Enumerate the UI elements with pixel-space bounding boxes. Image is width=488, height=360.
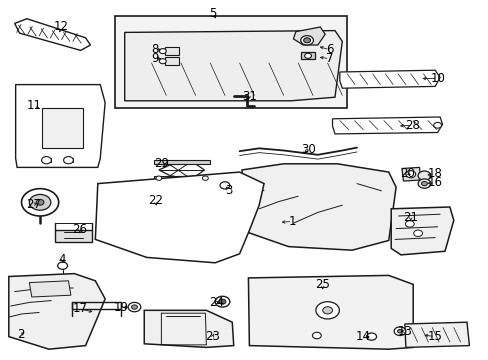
Polygon shape [144, 310, 233, 347]
Text: 21: 21 [403, 211, 417, 224]
Circle shape [159, 59, 166, 64]
Circle shape [21, 189, 59, 216]
Circle shape [393, 327, 405, 336]
Bar [115, 16, 346, 108]
Polygon shape [154, 160, 210, 164]
Circle shape [58, 262, 67, 269]
Polygon shape [390, 207, 453, 255]
Circle shape [421, 181, 427, 186]
Text: 28: 28 [404, 119, 419, 132]
Circle shape [366, 333, 376, 340]
Text: 15: 15 [427, 330, 442, 343]
Circle shape [128, 302, 141, 312]
Text: 29: 29 [154, 157, 168, 170]
Circle shape [131, 305, 137, 309]
Polygon shape [242, 164, 395, 250]
Text: 18: 18 [427, 167, 442, 180]
Polygon shape [16, 85, 105, 167]
Circle shape [300, 36, 313, 45]
Circle shape [433, 122, 441, 128]
Text: 12: 12 [54, 21, 68, 33]
Text: 5: 5 [208, 7, 216, 20]
Circle shape [159, 49, 166, 54]
Text: 31: 31 [242, 90, 256, 103]
Polygon shape [401, 167, 420, 181]
Text: 24: 24 [209, 296, 224, 309]
Circle shape [36, 199, 44, 205]
Polygon shape [332, 117, 442, 134]
Circle shape [156, 176, 162, 180]
Text: 4: 4 [59, 253, 66, 266]
Text: 19: 19 [114, 301, 128, 314]
Text: 1: 1 [288, 215, 296, 228]
Text: 7: 7 [325, 52, 333, 65]
Polygon shape [95, 172, 264, 263]
Polygon shape [248, 275, 412, 349]
Polygon shape [29, 281, 71, 297]
Circle shape [219, 299, 225, 304]
Circle shape [29, 194, 51, 210]
Polygon shape [15, 19, 90, 50]
Polygon shape [404, 322, 468, 347]
Circle shape [417, 171, 430, 180]
Text: 20: 20 [399, 167, 414, 180]
Text: 10: 10 [429, 72, 444, 85]
Circle shape [315, 302, 339, 319]
Polygon shape [154, 176, 210, 180]
Text: 8: 8 [150, 43, 158, 56]
Circle shape [303, 38, 310, 43]
Polygon shape [159, 161, 204, 179]
Text: 6: 6 [325, 43, 333, 56]
Text: 30: 30 [300, 143, 315, 156]
Circle shape [41, 157, 51, 164]
Text: 17: 17 [72, 302, 87, 315]
Text: 22: 22 [148, 194, 163, 207]
Text: 9: 9 [150, 52, 158, 65]
Text: 14: 14 [355, 330, 370, 343]
Text: 13: 13 [397, 325, 411, 338]
Polygon shape [9, 274, 105, 349]
Text: 23: 23 [205, 330, 220, 343]
Text: 11: 11 [27, 99, 41, 112]
Circle shape [322, 307, 332, 314]
Circle shape [417, 179, 430, 188]
Circle shape [312, 332, 321, 339]
Text: 27: 27 [26, 198, 41, 211]
Circle shape [405, 221, 413, 227]
Polygon shape [165, 57, 179, 65]
Polygon shape [293, 27, 325, 45]
Polygon shape [124, 31, 342, 101]
Circle shape [413, 230, 422, 237]
Circle shape [63, 157, 73, 164]
Circle shape [202, 176, 208, 180]
Text: 16: 16 [427, 176, 442, 189]
Polygon shape [55, 230, 92, 242]
Circle shape [220, 182, 229, 189]
Polygon shape [339, 70, 439, 88]
Text: 2: 2 [17, 328, 25, 341]
Polygon shape [165, 47, 179, 55]
Circle shape [215, 296, 229, 307]
Circle shape [304, 53, 311, 58]
Circle shape [397, 329, 402, 333]
Text: 3: 3 [224, 184, 232, 197]
Text: 26: 26 [72, 223, 87, 236]
Text: 25: 25 [315, 278, 329, 291]
Polygon shape [41, 108, 83, 148]
Circle shape [405, 171, 415, 178]
Polygon shape [300, 52, 315, 59]
